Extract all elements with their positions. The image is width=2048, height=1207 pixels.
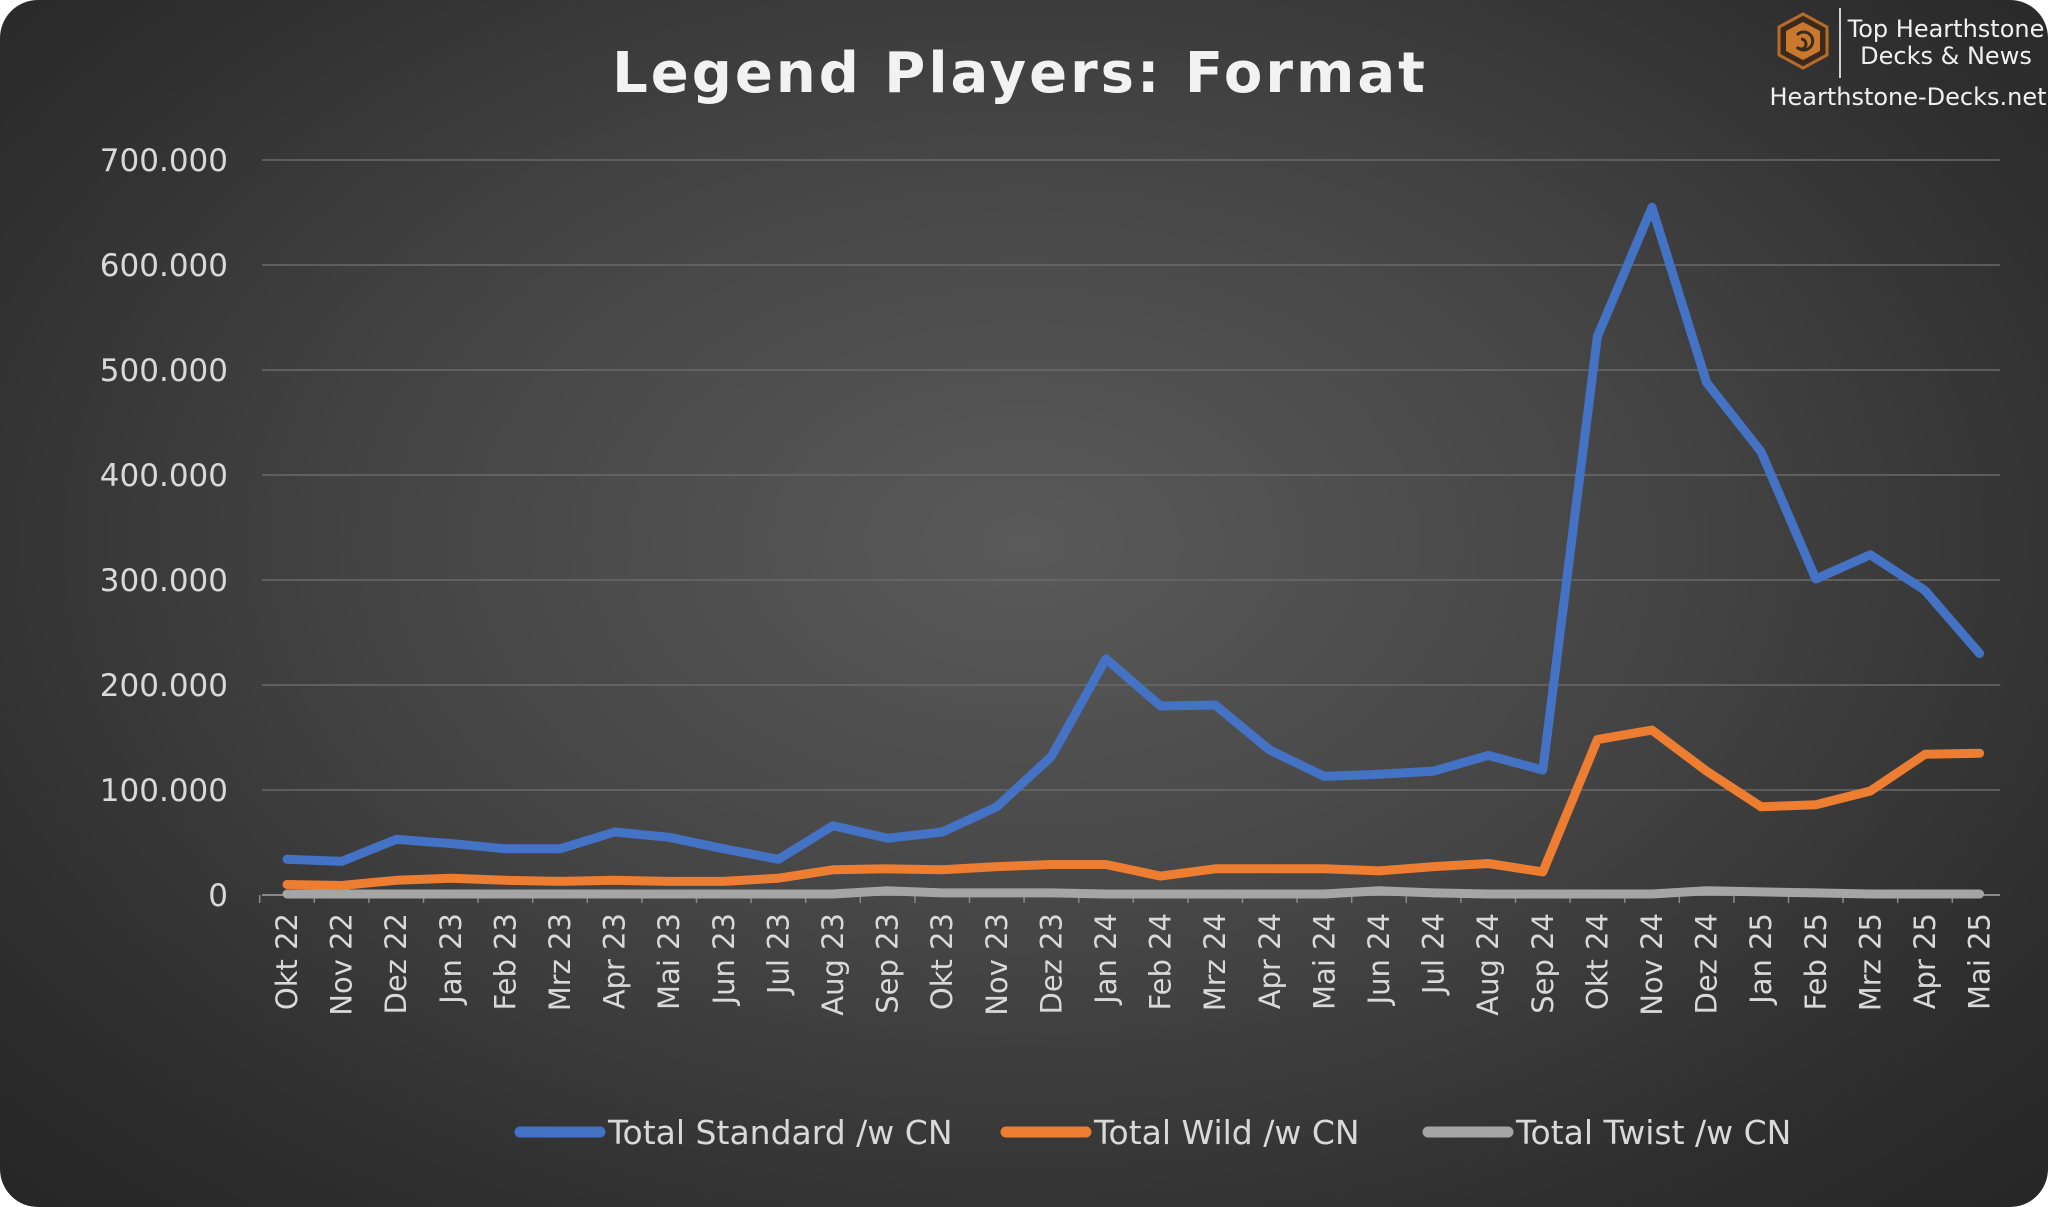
y-tick-label: 600.000 (100, 248, 228, 284)
y-tick-label: 300.000 (100, 563, 228, 599)
y-tick-label: 400.000 (100, 458, 228, 494)
brand-line-2: Decks & News (1860, 42, 2032, 70)
chart-title: Legend Players: Format (612, 41, 1428, 106)
x-tick-label: Nov 24 (1635, 913, 1669, 1016)
x-tick-label: Apr 23 (598, 913, 632, 1009)
x-tick-label: Jul 24 (1417, 913, 1451, 996)
x-axis-ticks: Okt 22 Nov 22 Dez 22 Jan 23 Feb 23 Mrz 23 Apr … (258, 895, 1997, 1016)
y-tick-label: 100.000 (100, 773, 228, 809)
x-tick-label: Sep 24 (1526, 913, 1560, 1014)
y-tick-label: 200.000 (100, 668, 228, 704)
x-tick-label: Aug 23 (816, 913, 850, 1016)
x-tick-label: Okt 24 (1580, 913, 1614, 1010)
x-tick-label: Mrz 24 (1198, 913, 1232, 1011)
brand-site: Hearthstone-Decks.net (1769, 83, 2046, 111)
x-tick-label: Nov 22 (325, 913, 359, 1016)
brand-line-1: Top Hearthstone (1847, 15, 2045, 43)
legend-label: Total Wild /w CN (1093, 1113, 1360, 1152)
x-tick-label: Sep 23 (871, 913, 905, 1014)
x-tick-label: Apr 25 (1908, 913, 1942, 1009)
x-tick-label: Jul 23 (761, 913, 795, 996)
x-tick-label: Dez 23 (1034, 913, 1068, 1015)
y-tick-label: 500.000 (100, 353, 228, 389)
x-tick-label: Apr 24 (1253, 913, 1287, 1009)
x-tick-label: Mai 23 (652, 913, 686, 1010)
series-line-2 (282, 886, 1985, 899)
x-tick-label: Jun 23 (707, 913, 741, 1006)
x-tick-label: Jan 24 (1089, 913, 1123, 1006)
x-tick-label: Nov 23 (980, 913, 1014, 1016)
brand-logo: Top Hearthstone Decks & News Hearthstone… (1769, 8, 2047, 111)
legend-label: Total Twist /w CN (1515, 1113, 1791, 1152)
x-tick-label: Mai 25 (1963, 913, 1997, 1010)
gridlines (262, 159, 2000, 896)
series-lines (282, 202, 1985, 899)
x-tick-label: Feb 25 (1799, 913, 1833, 1010)
series-line-0 (282, 202, 1985, 866)
x-tick-label: Dez 24 (1690, 913, 1724, 1015)
x-tick-label: Jan 25 (1744, 913, 1778, 1006)
series-line-1 (282, 725, 1985, 890)
x-tick-label: Dez 22 (379, 913, 413, 1015)
legend-label: Total Standard /w CN (607, 1113, 953, 1152)
y-tick-label: 700.000 (100, 143, 228, 179)
x-tick-label: Okt 22 (270, 913, 304, 1010)
x-tick-label: Jan 23 (434, 913, 468, 1006)
legend: Total Standard /w CN Total Wild /w CN Tota… (514, 1113, 1791, 1152)
hearthstone-logo-icon (1777, 12, 1829, 70)
y-tick-label: 0 (208, 878, 228, 914)
y-axis-ticks: 0 100.000 200.000 300.000 400.000 500.000 600.… (100, 143, 228, 914)
x-tick-label: Mai 24 (1307, 913, 1341, 1010)
x-tick-label: Mrz 23 (543, 913, 577, 1011)
x-tick-label: Mrz 25 (1853, 913, 1887, 1011)
x-tick-label: Aug 24 (1471, 913, 1505, 1016)
x-tick-label: Okt 23 (925, 913, 959, 1010)
x-tick-label: Feb 23 (488, 913, 522, 1010)
x-tick-label: Feb 24 (1144, 913, 1178, 1010)
x-tick-label: Jun 24 (1362, 913, 1396, 1006)
